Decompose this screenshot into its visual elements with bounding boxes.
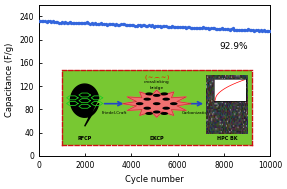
- Text: 92.9%: 92.9%: [219, 42, 248, 51]
- Y-axis label: Capacitance (F/g): Capacitance (F/g): [5, 43, 14, 118]
- X-axis label: Cycle number: Cycle number: [125, 175, 184, 184]
